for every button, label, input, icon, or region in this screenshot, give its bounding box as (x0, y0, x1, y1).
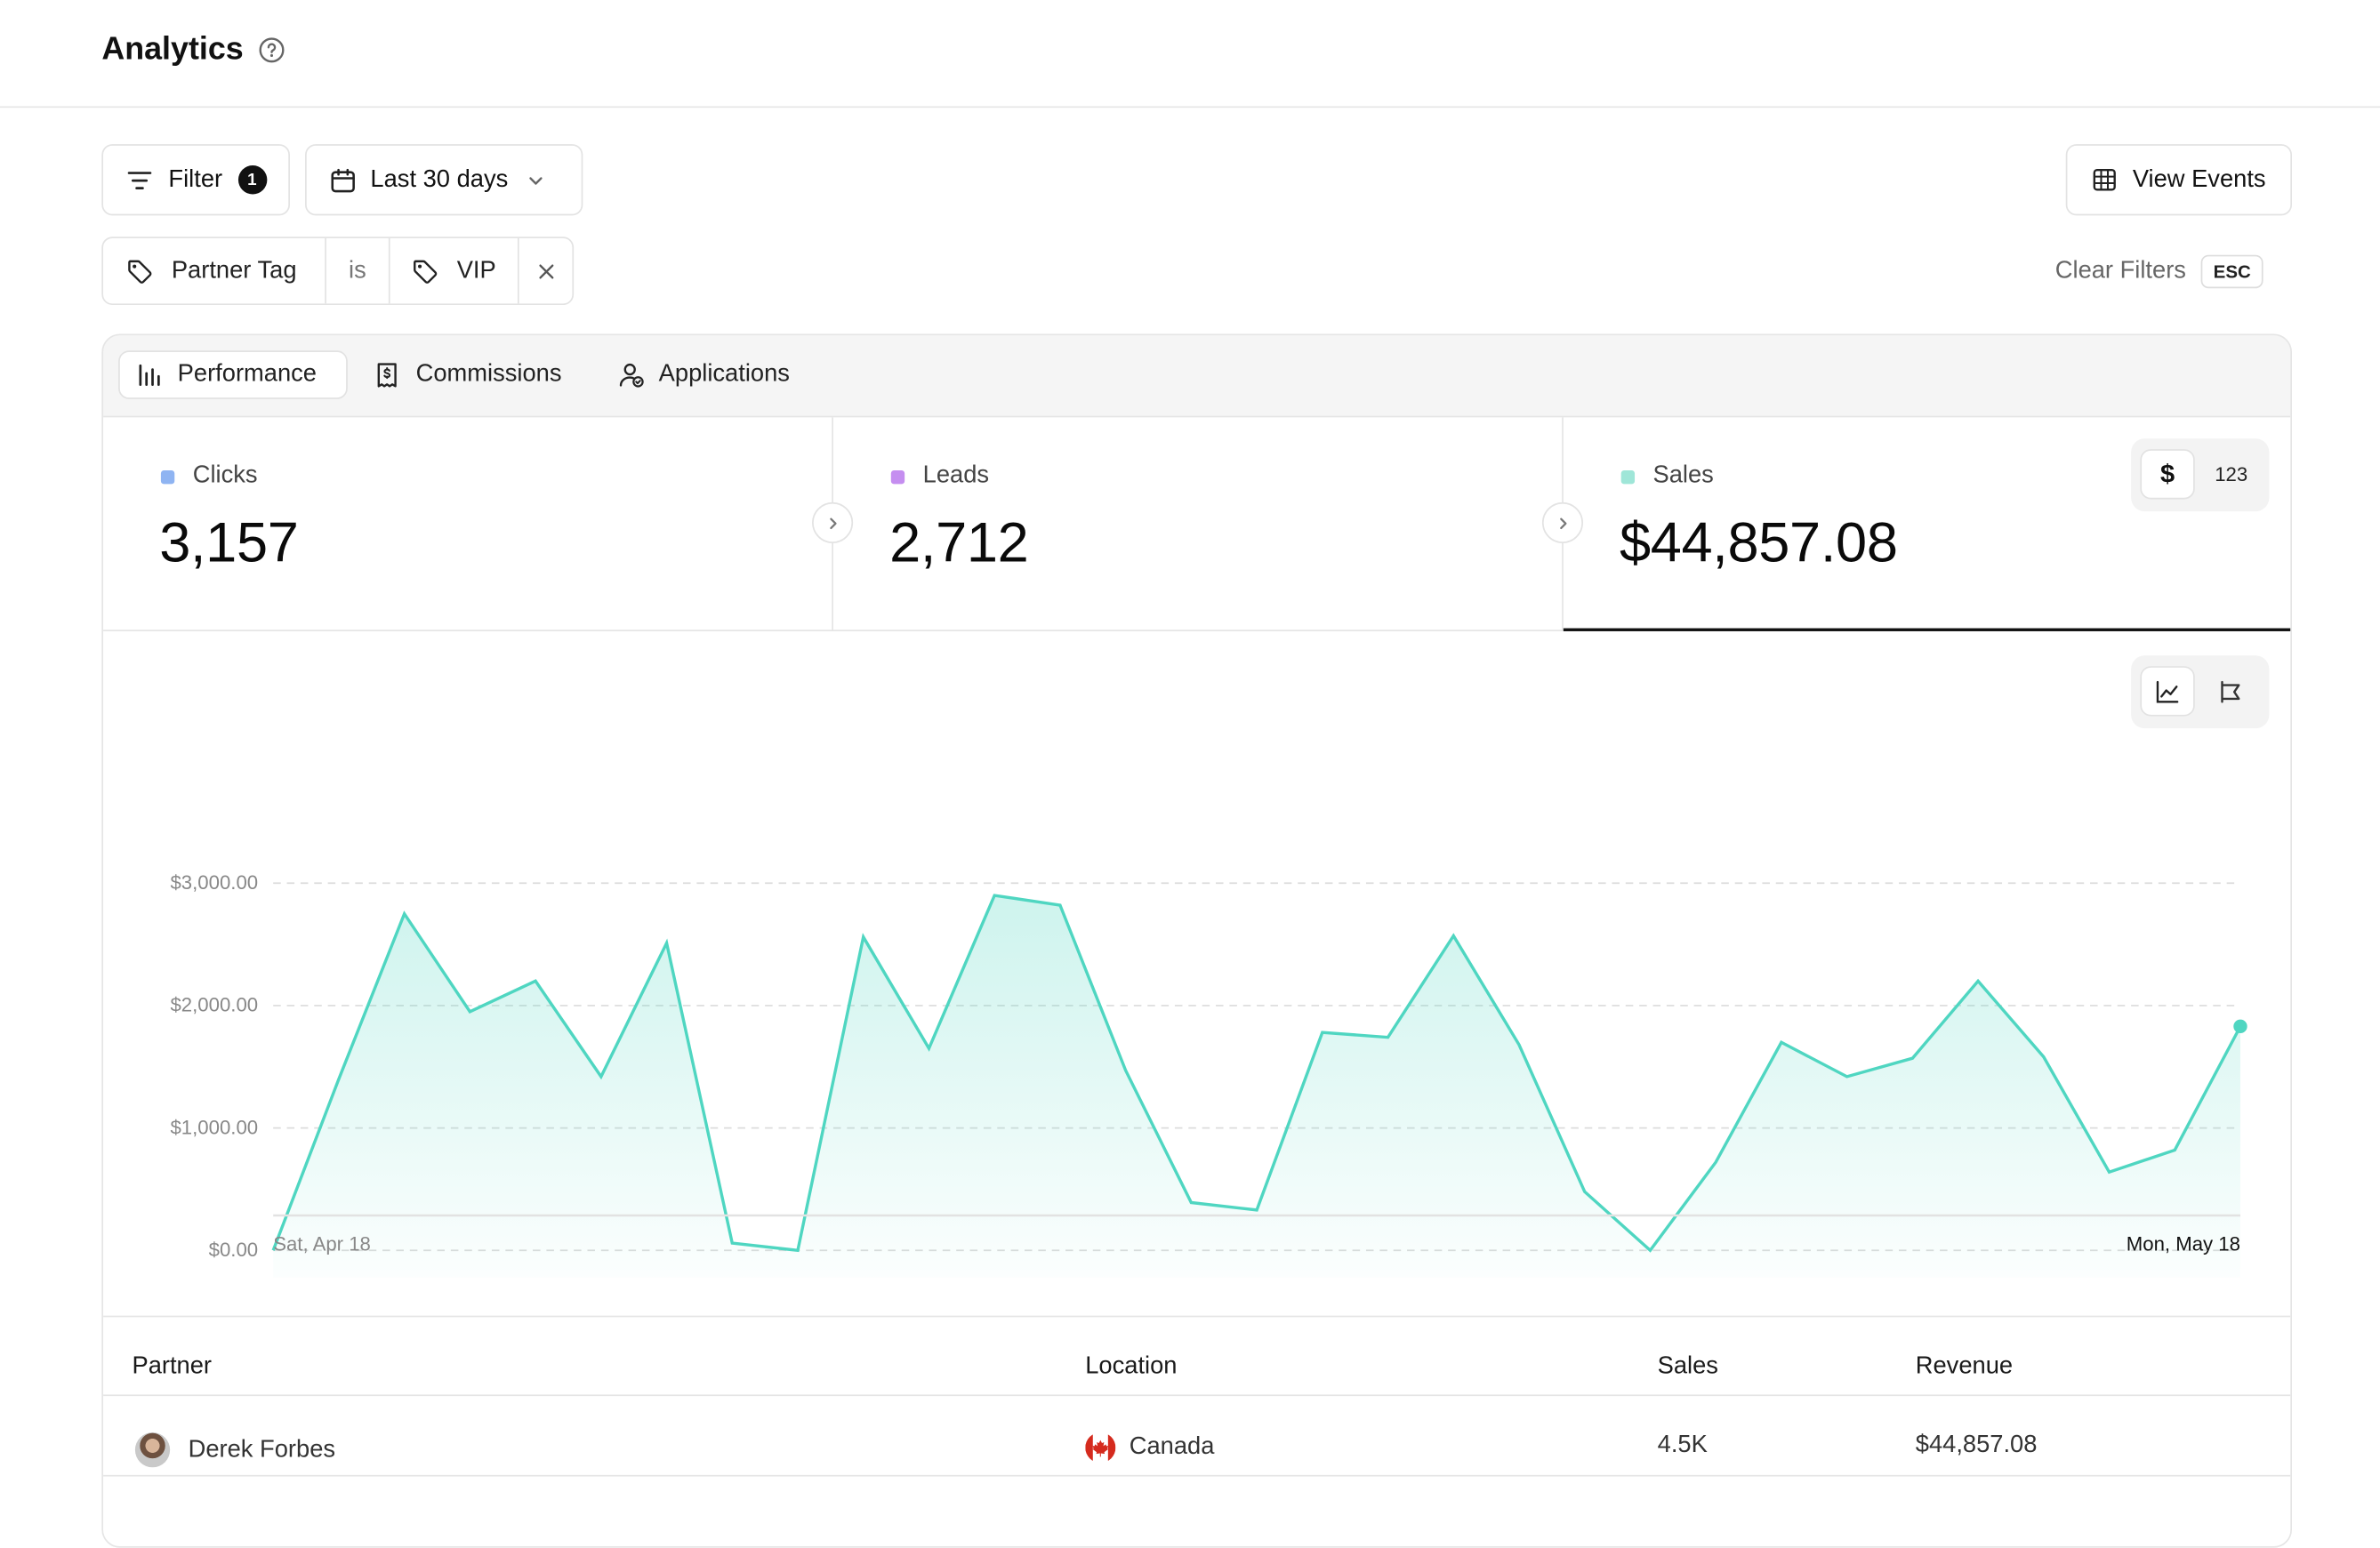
y-tick-label: $2,000.00 (170, 994, 258, 1016)
remove-filter-button[interactable] (519, 238, 573, 303)
line-chart-icon (2154, 678, 2182, 705)
tab-performance[interactable]: Performance (118, 350, 348, 399)
metric-sales-label-row: Sales (1620, 462, 1714, 491)
table-divider-top (103, 1315, 2291, 1318)
filter-field-label: Partner Tag (171, 257, 297, 284)
table-header-revenue[interactable]: Revenue (1915, 1353, 2014, 1380)
location-name: Canada (1129, 1433, 1215, 1460)
clicks-color-dot (160, 469, 175, 484)
analytics-panel: Performance Commissions Applications Cli… (101, 333, 2293, 1548)
tag-icon (126, 257, 154, 285)
chevron-down-icon (525, 169, 546, 190)
filter-field[interactable]: Partner Tag (103, 237, 326, 304)
filter-icon (126, 166, 154, 194)
avatar (134, 1432, 171, 1468)
metric-sales-label: Sales (1652, 462, 1714, 489)
table-divider-header (103, 1394, 2291, 1397)
metric-leads-label: Leads (922, 462, 990, 489)
filter-button[interactable]: Filter 1 (101, 144, 290, 216)
count-toggle-button[interactable]: 123 (2202, 449, 2260, 499)
chart-series-line (271, 894, 2242, 1253)
filter-value-label: VIP (456, 257, 496, 284)
metric-clicks[interactable]: Clicks 3,157 (103, 417, 833, 631)
x-axis-start-label: Sat, Apr 18 (273, 1232, 371, 1255)
chevron-right-icon[interactable] (812, 501, 854, 543)
y-tick-label: $3,000.00 (170, 871, 258, 894)
receipt-icon (374, 361, 401, 389)
bar-chart-icon (137, 361, 165, 389)
tab-applications[interactable]: Applications (601, 350, 807, 399)
y-tick-label: $1,000.00 (170, 1116, 258, 1138)
view-events-button[interactable]: View Events (2065, 144, 2293, 216)
count-symbol: 123 (2215, 462, 2248, 486)
currency-toggle-button[interactable]: $ (2140, 449, 2195, 500)
table-header-partner[interactable]: Partner (132, 1353, 213, 1380)
tab-applications-label: Applications (658, 361, 790, 388)
partner-name: Derek Forbes (188, 1436, 336, 1463)
sales-area-chart: $3,000.00 $2,000.00 $1,000.00 $0.00 Sat, Ap… (170, 871, 2247, 1278)
revenue-cell: $44,857.08 (1915, 1432, 2038, 1459)
tag-icon (411, 257, 438, 285)
view-events-label: View Events (2132, 165, 2266, 192)
page-header: Analytics (101, 28, 285, 71)
funnel-chart-icon (2217, 678, 2245, 705)
chart-area-fill (273, 895, 2240, 1278)
close-icon (535, 261, 557, 282)
line-chart-button[interactable] (2140, 666, 2195, 717)
metric-sales-value: $44,857.08 (1619, 511, 1898, 574)
chevron-right-icon[interactable] (1541, 501, 1584, 543)
x-axis-end-label: Mon, May 18 (2127, 1232, 2240, 1255)
header-divider (0, 106, 2380, 108)
filter-label: Filter (168, 165, 223, 192)
canada-flag-icon (1085, 1432, 1116, 1464)
filter-operator-label: is (349, 257, 366, 284)
user-check-icon (618, 361, 646, 389)
funnel-chart-button[interactable] (2202, 666, 2260, 716)
metric-clicks-label: Clicks (192, 462, 258, 489)
esc-shortcut-badge: ESC (2201, 254, 2263, 289)
metric-leads[interactable]: Leads 2,712 (832, 417, 1564, 631)
currency-symbol: $ (2159, 459, 2175, 488)
clear-filters-label: Clear Filters (2054, 258, 2186, 285)
metric-clicks-label-row: Clicks (160, 462, 258, 491)
table-grid-icon (2092, 167, 2118, 193)
metric-sales[interactable]: Sales $44,857.08 (1563, 417, 2291, 631)
table-divider-row (103, 1474, 2291, 1477)
clear-filters[interactable]: Clear Filters ESC (2055, 253, 2263, 290)
partner-cell[interactable]: Derek Forbes (134, 1432, 336, 1468)
sales-cell: 4.5K (1657, 1432, 1708, 1459)
date-range-select[interactable]: Last 30 days (305, 144, 583, 216)
calendar-icon (329, 166, 357, 194)
leads-color-dot (890, 469, 905, 484)
metric-leads-value: 2,712 (889, 511, 1029, 574)
y-tick-label: $0.00 (209, 1239, 258, 1261)
chart-data-point (2233, 1019, 2247, 1034)
table-header-sales[interactable]: Sales (1657, 1353, 1718, 1380)
active-filter-group: Partner Tag is VIP (101, 237, 575, 306)
metric-clicks-value: 3,157 (159, 511, 299, 574)
metric-leads-label-row: Leads (890, 462, 990, 491)
date-range-label: Last 30 days (370, 165, 509, 192)
sales-color-dot (1620, 469, 1636, 484)
tab-commissions[interactable]: Commissions (357, 350, 578, 399)
tab-commissions-label: Commissions (415, 361, 562, 388)
page-title: Analytics (101, 31, 244, 68)
filter-operator[interactable]: is (326, 237, 390, 304)
filter-value[interactable]: VIP (390, 237, 519, 304)
unit-toggle: $ 123 (2131, 438, 2270, 512)
chart-type-toggle (2131, 655, 2270, 729)
location-cell: Canada (1085, 1432, 1215, 1464)
help-circle-icon[interactable] (259, 36, 286, 64)
performance-content: Clicks 3,157 Leads 2,712 Sales $44,857.0… (103, 415, 2291, 1547)
filter-count-badge: 1 (237, 165, 267, 195)
tab-performance-label: Performance (177, 361, 317, 388)
table-header-location[interactable]: Location (1085, 1353, 1178, 1380)
